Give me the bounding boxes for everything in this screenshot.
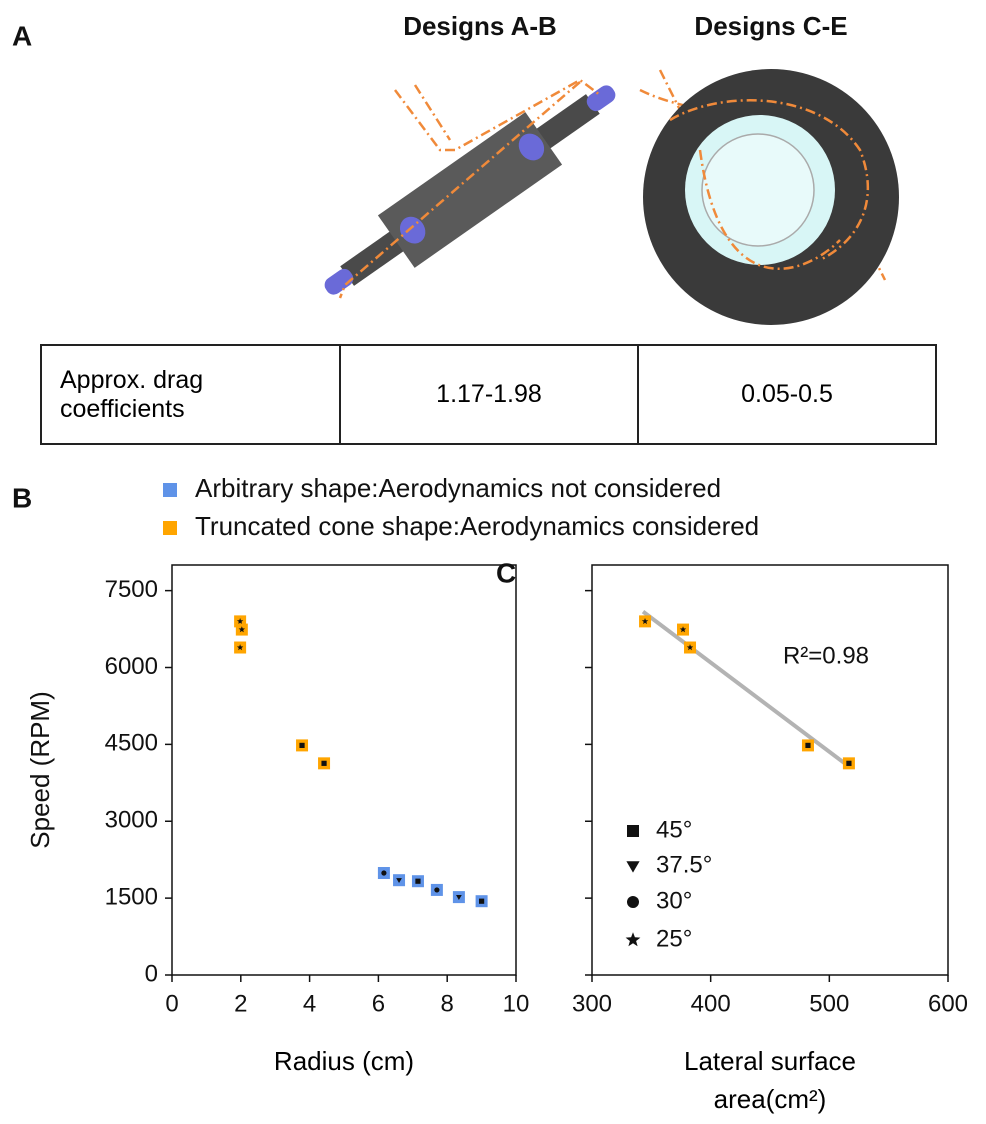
data-point (686, 644, 694, 651)
rod-illustration (324, 85, 616, 295)
plot-frame (171, 564, 517, 976)
data-point (396, 878, 402, 884)
table-cell: Approx. drag coefficients (60, 365, 204, 423)
x-tick-label: 10 (503, 990, 530, 1017)
panel-label: B (12, 482, 32, 513)
y-tick-label: 7500 (105, 576, 158, 603)
data-point (479, 898, 485, 904)
annotation: R²=0.98 (783, 642, 869, 669)
legend-label: 45° (656, 816, 692, 843)
y-tick-label: 6000 (105, 653, 158, 680)
y-tick-label: 4500 (105, 730, 158, 757)
x-tick-label: 600 (928, 990, 968, 1017)
x-tick-label: 8 (441, 990, 454, 1017)
data-point (238, 626, 245, 633)
table-cell: 1.17-1.98 (436, 380, 542, 408)
legend-marker (627, 896, 639, 908)
legend-swatch (163, 483, 177, 497)
data-point (434, 887, 440, 893)
legend-label: 25° (656, 925, 692, 952)
x-tick-label: 400 (691, 990, 731, 1017)
fit-line (641, 610, 851, 769)
y-tick-label: 3000 (105, 807, 158, 834)
data-point (321, 760, 327, 766)
disk-illustration (643, 69, 899, 325)
x-tick-label: 500 (809, 990, 849, 1017)
data-point (415, 878, 421, 884)
data-point (299, 742, 305, 748)
legend-label: Arbitrary shape:Aerodynamics not conside… (195, 473, 721, 503)
legend-marker (625, 932, 641, 947)
y-axis-label: Speed (RPM) (25, 691, 55, 849)
legend-label: 37.5° (656, 851, 712, 878)
plot-frame (591, 564, 949, 976)
legend-marker (627, 825, 639, 837)
x-tick-label: 6 (372, 990, 385, 1017)
data-point (805, 742, 811, 748)
panel-label: A (12, 20, 32, 51)
design-title: Designs A-B (403, 11, 557, 41)
data-point (846, 760, 852, 766)
data-point (641, 618, 649, 625)
table-cell: 0.05-0.5 (741, 380, 833, 408)
data-point (236, 644, 244, 651)
x-tick-label: 4 (303, 990, 316, 1017)
legend-label: Truncated cone shape:Aerodynamics consid… (195, 511, 759, 541)
data-point (679, 626, 687, 633)
data-point (456, 895, 462, 900)
x-axis-label: Lateral surface area(cm²) (684, 1046, 856, 1114)
y-tick-label: 1500 (105, 883, 158, 910)
panel-label: C (496, 557, 516, 588)
data-point (236, 618, 244, 625)
x-tick-label: 0 (165, 990, 178, 1017)
legend-swatch (163, 521, 177, 535)
table-border (40, 344, 937, 445)
legend-label: 30° (656, 887, 692, 914)
airflow-arrows (669, 99, 870, 271)
design-title: Designs C-E (694, 11, 847, 41)
legend-marker (626, 861, 640, 873)
y-tick-label: 0 (145, 960, 158, 987)
x-axis-label: Radius (cm) (273, 1046, 415, 1076)
data-point (381, 870, 387, 876)
x-tick-label: 300 (572, 990, 612, 1017)
x-tick-label: 2 (234, 990, 247, 1017)
